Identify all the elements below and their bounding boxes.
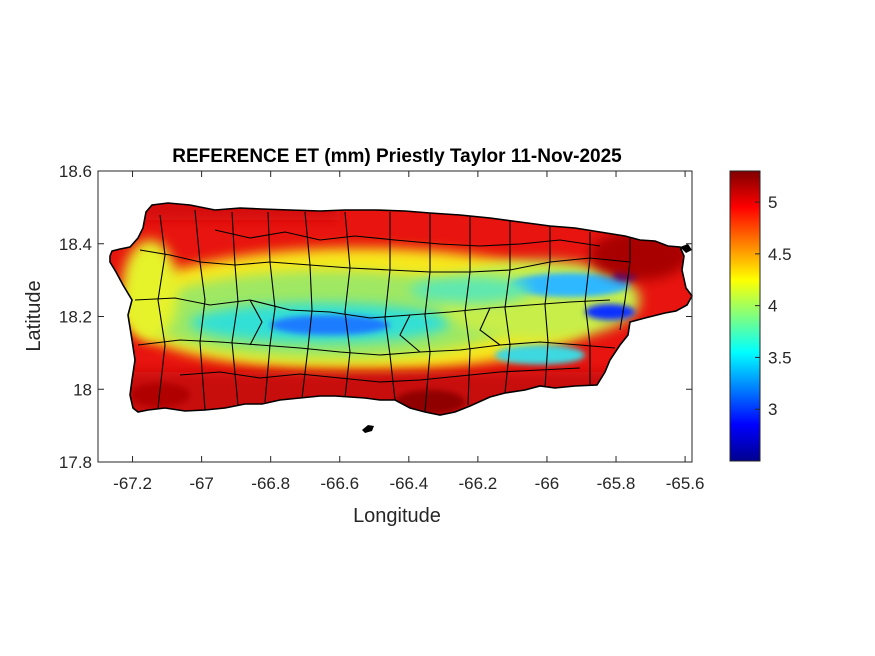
et-heatmap — [110, 203, 692, 415]
y-tick-label: 18.6 — [59, 162, 92, 181]
chart-title: REFERENCE ET (mm) Priestly Taylor 11-Nov… — [172, 146, 622, 167]
colorbar-ticks: 3 3.5 4 4.5 5 — [755, 193, 792, 419]
x-tick-label: -65.6 — [666, 474, 705, 493]
y-axis: 17.8 18 18.2 18.4 18.6 — [59, 162, 692, 472]
colorbar-tick-label: 4.5 — [768, 245, 792, 264]
x-tick-label: -66.8 — [251, 474, 290, 493]
colorbar-tick-label: 3.5 — [768, 348, 792, 367]
y-axis-label: Latitude — [23, 280, 45, 351]
y-tick-label: 18 — [73, 380, 92, 399]
x-tick-label: -67.2 — [113, 474, 152, 493]
caja-de-muertos-island — [362, 425, 374, 433]
x-tick-label: -65.8 — [597, 474, 636, 493]
colorbar — [729, 170, 761, 462]
x-axis: -67.2 -67 -66.8 -66.6 -66.4 -66.2 -66 -65.8 -65.… — [113, 171, 704, 493]
x-tick-label: -66.4 — [389, 474, 428, 493]
x-tick-label: -66.6 — [320, 474, 359, 493]
municipality-boundaries — [134, 209, 631, 413]
y-tick-label: 17.8 — [59, 453, 92, 472]
colorbar-tick-label: 5 — [768, 193, 777, 212]
colorbar-tick-label: 3 — [768, 400, 777, 419]
colorbar-tick-label: 4 — [768, 297, 777, 316]
x-tick-label: -66.2 — [459, 474, 498, 493]
x-tick-label: -67 — [189, 474, 214, 493]
y-tick-label: 18.4 — [59, 235, 92, 254]
x-tick-label: -66 — [535, 474, 560, 493]
small-islet — [680, 244, 692, 253]
x-axis-label: Longitude — [353, 505, 441, 527]
y-tick-label: 18.2 — [59, 308, 92, 327]
